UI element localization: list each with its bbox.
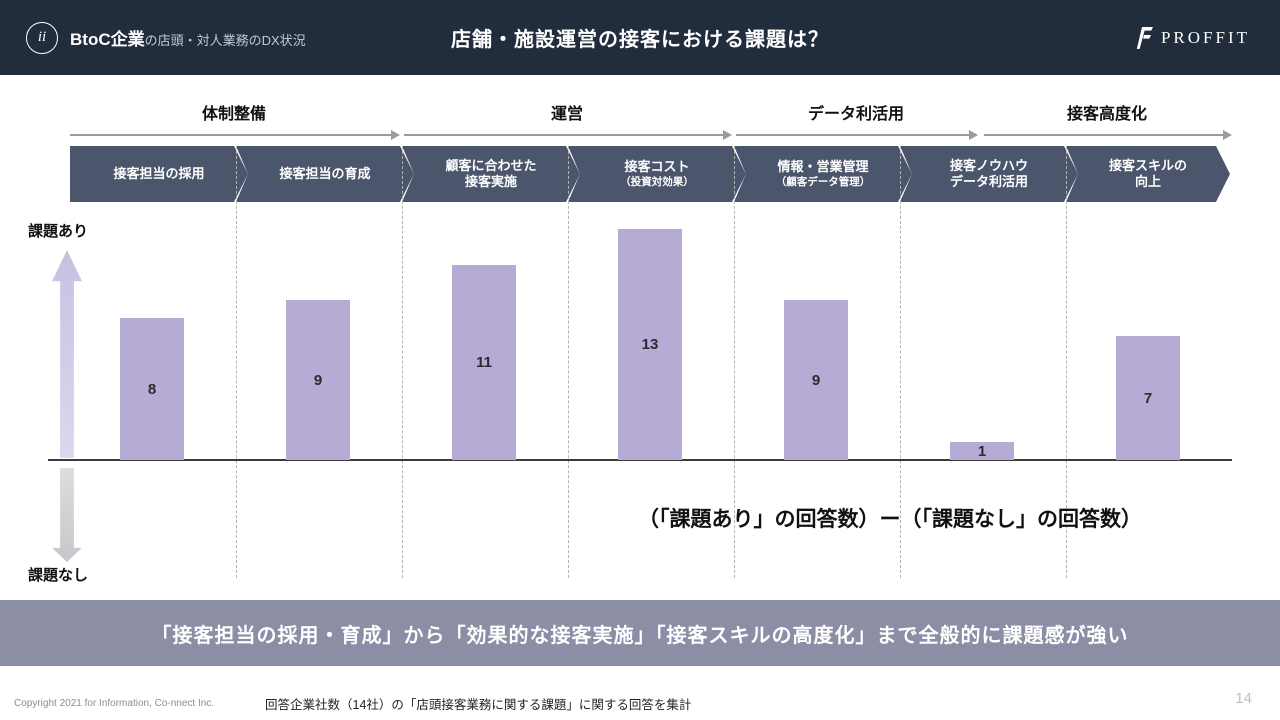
phase-label: 体制整備 [201,106,266,123]
column-separator [900,146,901,578]
page-number: 14 [1235,690,1252,707]
brand-circle-icon: ii [26,21,58,54]
process-step-label: 顧客に合わせた [445,157,537,173]
process-step-label: （投資対効果） [620,175,694,188]
process-step-label: データ利活用 [949,174,1028,189]
column-separator [734,146,735,578]
phase-arrow-icon [984,130,1232,140]
proffit-logo: PROFFIT [1136,0,1250,75]
axis-up-arrow-icon [52,250,82,458]
page-title: 店舗・施設運営の接客における課題は？ [451,29,829,51]
bar-value: 1 [977,442,987,460]
bar: 11 [452,265,516,460]
process-step: 接客スキルの 向上 [1066,146,1230,202]
phase-group-unei: 運営 [404,100,732,140]
formula-note: （「課題あり」の回答数）ー（「課題なし」の回答数） [638,508,1142,531]
phase-label: 接客高度化 [1066,106,1147,123]
proffit-logo-icon [1136,26,1153,49]
bar-value: 7 [1143,389,1153,407]
bar: 8 [120,318,184,460]
process-step: 接客ノウハウ データ利活用 [900,146,1078,202]
footer-copyright: Copyright 2021 for Information, Co-nnect… [14,698,215,709]
process-step-label: 接客ノウハウ [949,157,1028,173]
process-step-label: 接客コスト [624,159,690,175]
process-step-label: 向上 [1134,174,1161,189]
process-step: 接客コスト （投資対効果） [568,146,746,202]
bar-value: 11 [476,354,492,371]
bar: 9 [784,300,848,460]
chart-baseline [48,459,1232,461]
header-subtitle: BtoC企業の店頭・対人業務のDX状況 [70,25,306,50]
bar-value: 13 [641,336,659,353]
column-separator [402,146,403,578]
axis-positive-label: 課題あり [28,223,89,240]
header-subtitle-bold: BtoC企業 [70,30,145,49]
header-brand: ii BtoC企業の店頭・対人業務のDX状況 [26,21,306,54]
phase-arrow-icon [404,130,732,140]
bar-value: 9 [313,371,323,389]
process-step-label: 接客担当の採用 [113,165,205,181]
column-separator [1066,146,1067,578]
phase-group-data: データ利活用 [736,100,978,140]
process-step: 接客担当の採用 [70,146,248,202]
header-bar: ii BtoC企業の店頭・対人業務のDX状況 店舗・施設運営の接客における課題は… [0,0,1280,75]
key-message-banner: 「接客担当の採用・育成」から「効果的な接客実施」「接客スキルの高度化」まで全般的… [0,600,1280,666]
bar-value: 9 [811,371,821,389]
axis-down-arrow-icon [52,468,82,562]
phase-arrow-icon [736,130,978,140]
process-step-label: 情報・営業管理 [777,159,869,175]
phase-label: 運営 [550,106,583,123]
phase-label: データ利活用 [807,106,904,123]
process-step-label: （顧客データ管理） [775,175,871,188]
bar-value: 8 [147,380,157,398]
process-step: 接客担当の育成 [236,146,414,202]
key-message-text: 「接客担当の採用・育成」から「効果的な接客実施」「接客スキルの高度化」まで全般的… [151,624,1129,647]
process-step: 顧客に合わせた 接客実施 [402,146,580,202]
footer-survey-note: 回答企業社数（14社）の「店頭接客業務に関する課題」に関する回答を集計 [265,698,692,712]
phase-group-taisei: 体制整備 [70,100,400,140]
process-step-label: 接客スキルの [1108,157,1187,173]
process-step-label: 接客担当の育成 [279,165,371,181]
header-subtitle-rest: の店頭・対人業務のDX状況 [144,33,306,48]
phase-group-kodoka: 接客高度化 [984,100,1232,140]
brand-circle-label: ii [37,29,47,45]
column-separator [568,146,569,578]
bar: 13 [618,229,682,460]
phase-arrow-icon [70,130,400,140]
process-step: 情報・営業管理 （顧客データ管理） [734,146,912,202]
column-separator [236,146,237,578]
bar: 9 [286,300,350,460]
proffit-logo-text: PROFFIT [1160,27,1250,47]
process-step-label: 接客実施 [464,174,517,189]
axis-negative-label: 課題なし [28,567,89,584]
bar: 7 [1116,336,1180,460]
bar: 1 [950,442,1014,460]
